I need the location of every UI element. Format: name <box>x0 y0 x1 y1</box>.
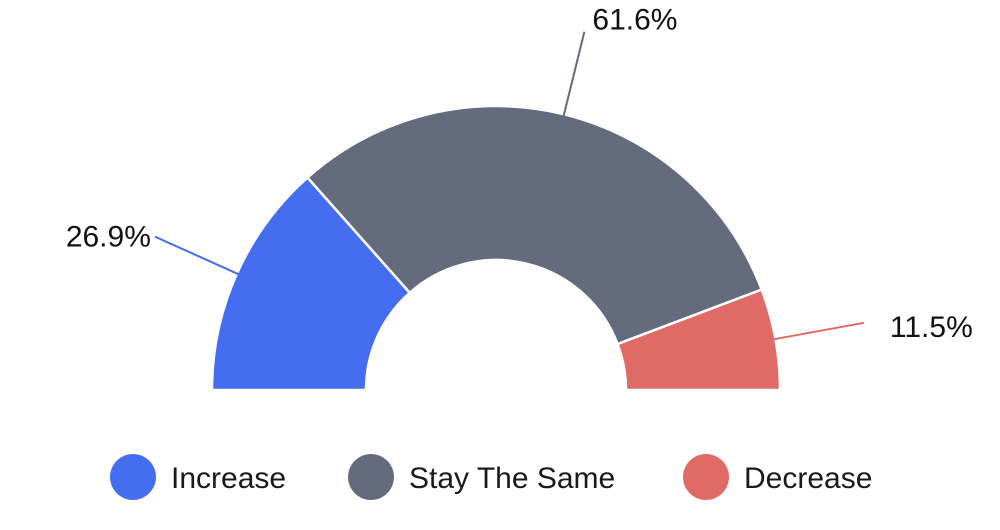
slices <box>210 104 782 392</box>
leader-lines <box>154 31 865 341</box>
legend: Increase Stay The Same Decrease <box>110 454 872 500</box>
legend-item-decrease[interactable]: Decrease <box>683 454 872 500</box>
data-labels: 26.9% 61.6% 11.5% <box>66 4 973 344</box>
legend-label-increase: Increase <box>171 462 286 495</box>
legend-swatch-increase <box>110 454 156 500</box>
data-label-stay-the-same: 61.6% <box>592 4 677 37</box>
legend-label-decrease: Decrease <box>744 462 872 495</box>
slice-stay-the-same[interactable] <box>305 104 764 346</box>
legend-label-stay-the-same: Stay The Same <box>409 462 615 495</box>
leader-line-stay-the-same <box>562 31 586 119</box>
legend-item-increase[interactable]: Increase <box>110 454 286 500</box>
data-label-decrease: 11.5% <box>890 311 973 344</box>
legend-item-stay-the-same[interactable]: Stay The Same <box>348 454 615 500</box>
leader-line-decrease <box>771 321 865 341</box>
leader-line-increase <box>154 235 242 277</box>
legend-swatch-stay-the-same <box>348 454 394 500</box>
data-label-increase: 26.9% <box>66 221 151 254</box>
slice-decrease[interactable] <box>615 288 782 392</box>
slice-increase[interactable] <box>210 175 412 392</box>
legend-swatch-decrease <box>683 454 729 500</box>
